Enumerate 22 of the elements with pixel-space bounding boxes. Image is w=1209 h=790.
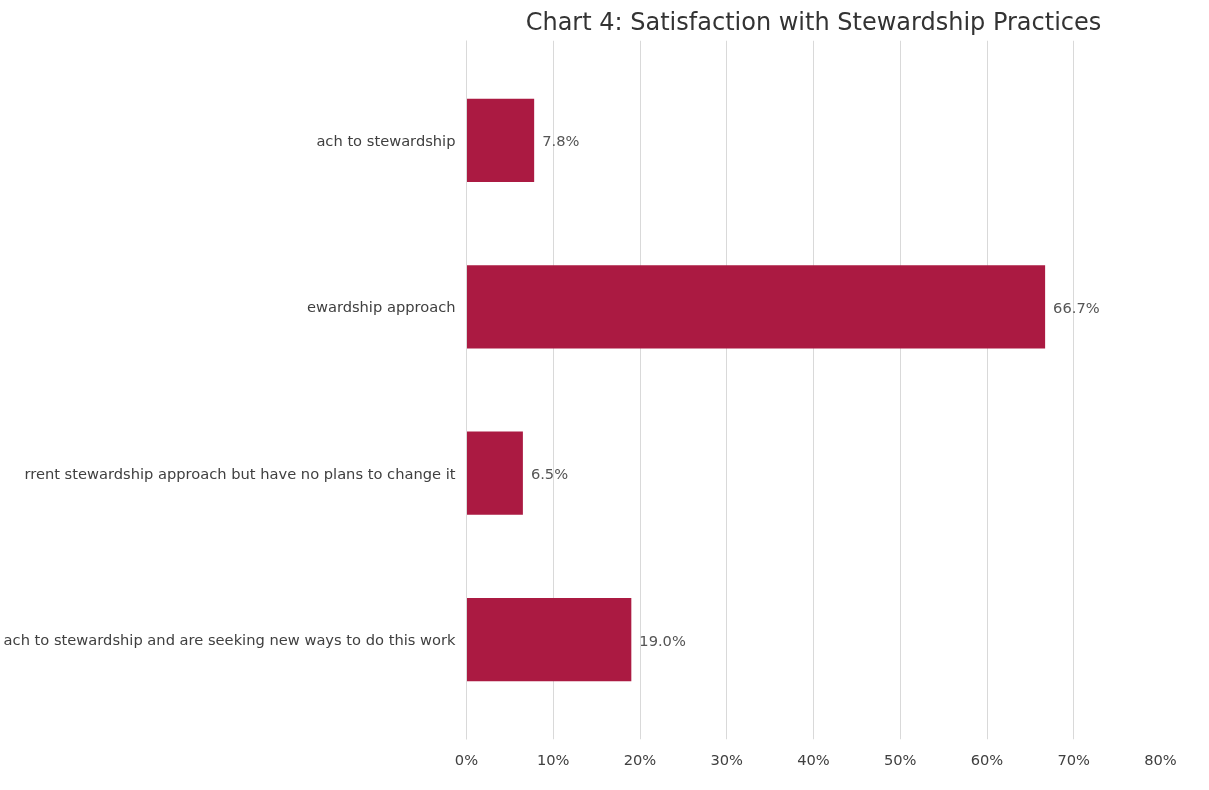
bar	[466, 265, 1046, 349]
x-tick-label: 30%	[710, 750, 744, 768]
y-tick-label: rrent stewardship approach but have no plans to change it	[24, 464, 456, 482]
bar	[466, 431, 523, 515]
x-tick-label: 50%	[883, 750, 917, 768]
x-tick-label: 20%	[623, 750, 657, 768]
chart-title: Chart 4: Satisfaction with Stewardship Practices	[525, 7, 1102, 36]
x-tick-label: 10%	[536, 750, 570, 768]
data-label: 7.8%	[542, 132, 580, 150]
y-tick-label: ach to stewardship and are seeking new ways to do this work	[3, 631, 457, 649]
bar	[466, 598, 632, 682]
x-tick-label: 40%	[797, 750, 830, 768]
data-label: 6.5%	[530, 465, 569, 483]
y-tick-label: ewardship approach	[306, 298, 456, 316]
x-tick-label: 70%	[1057, 750, 1091, 768]
bar	[466, 98, 535, 182]
y-tick-label: ach to stewardship	[316, 131, 456, 149]
x-tick-label: 60%	[970, 750, 1004, 768]
data-label: 66.7%	[1053, 298, 1100, 316]
data-label: 19.0%	[639, 631, 686, 649]
x-tick-label: 80%	[1144, 750, 1177, 768]
x-tick-label: 0%	[454, 750, 479, 768]
